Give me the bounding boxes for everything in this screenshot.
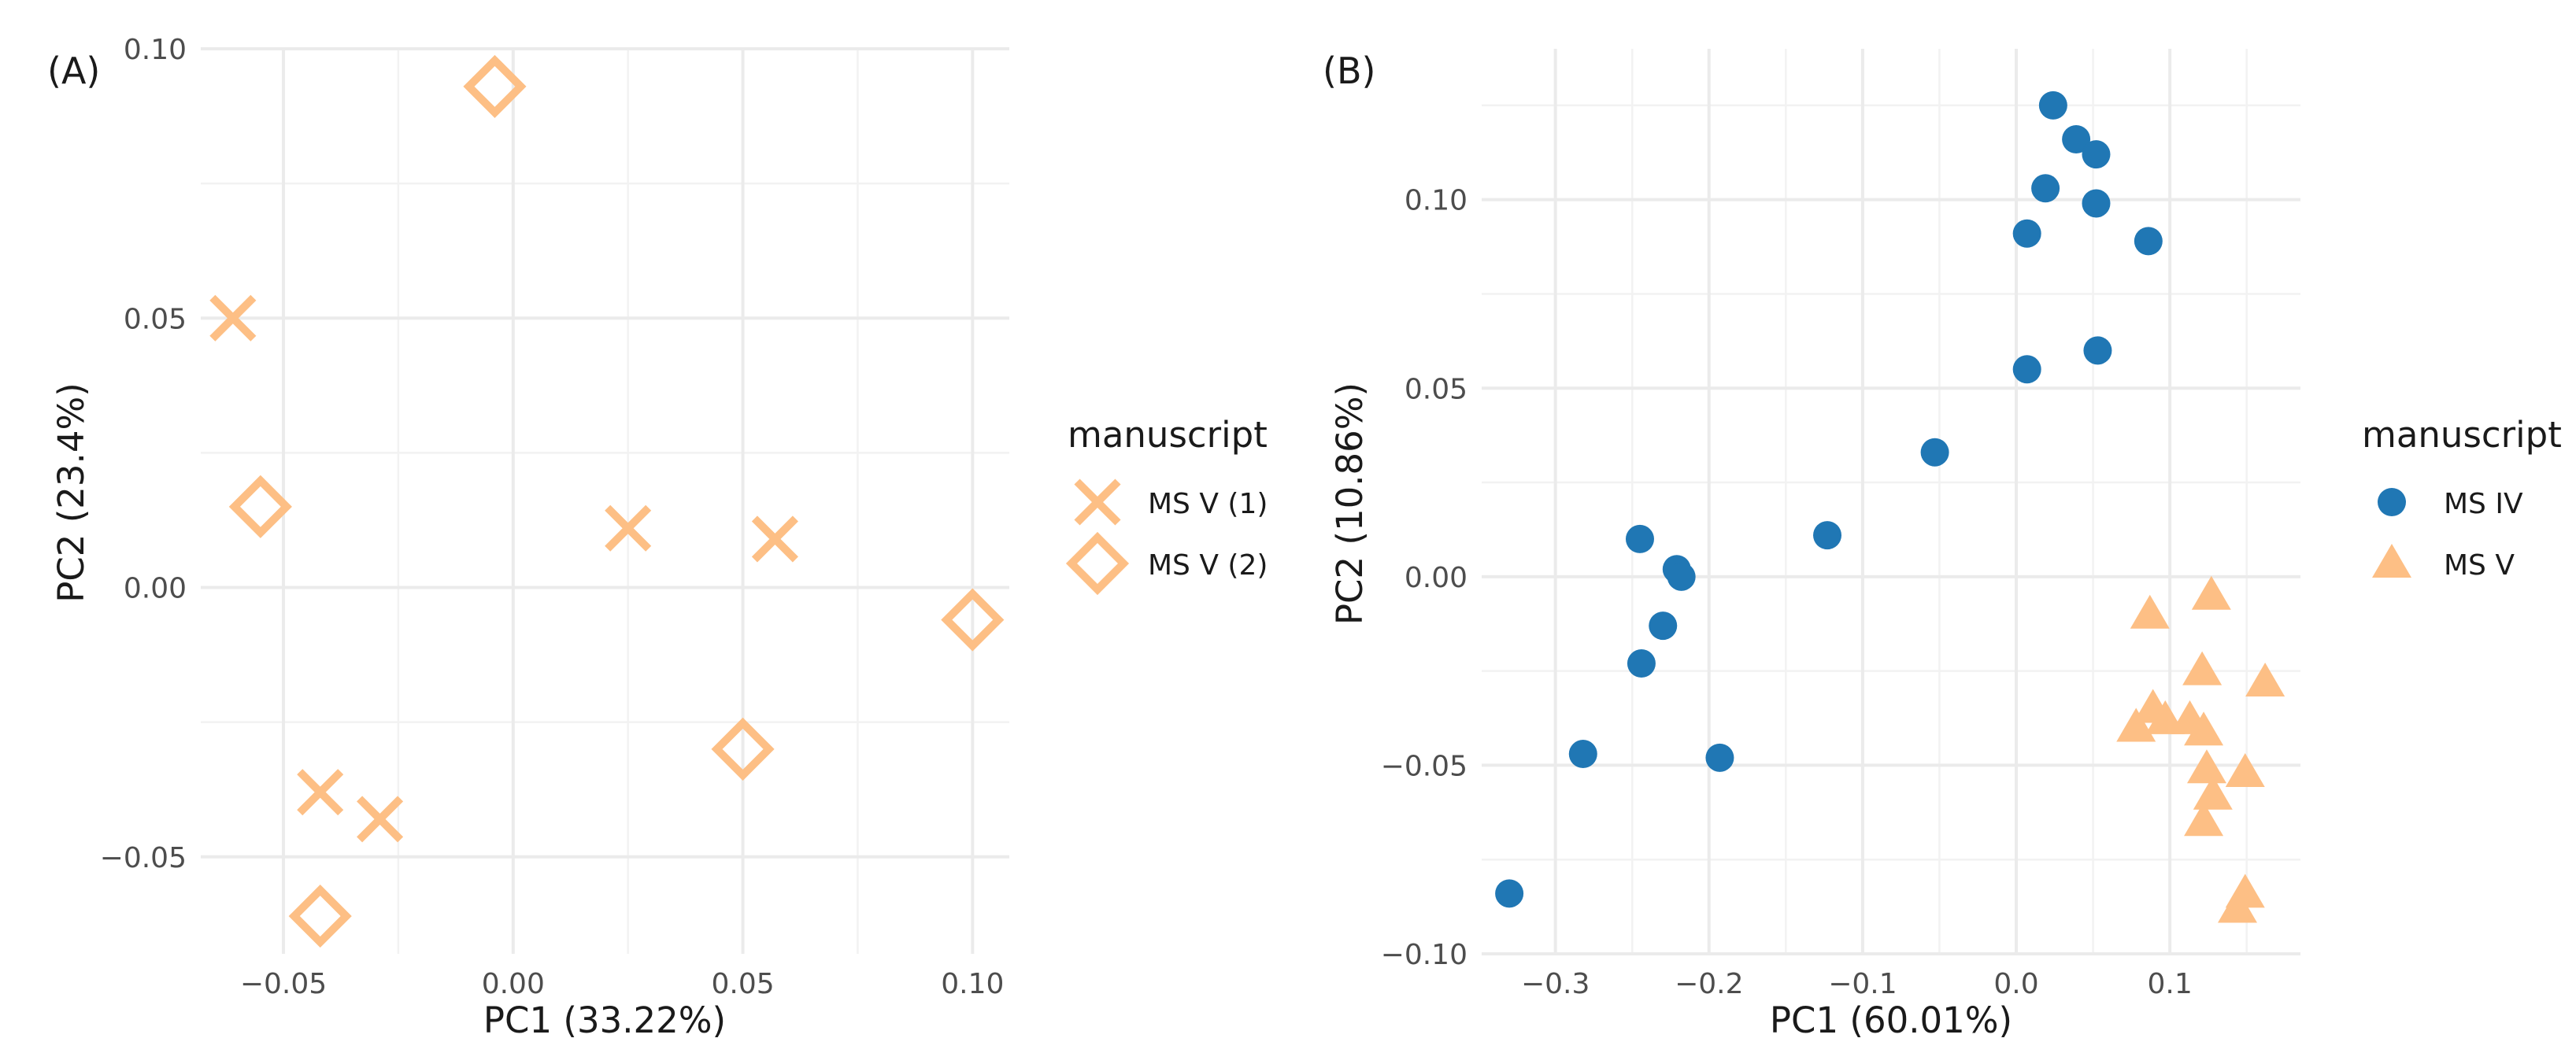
panel-a-y-ticks: −0.05 0.00 0.05 0.10 [100, 34, 187, 874]
data-point-triangle [2116, 707, 2156, 742]
data-point-triangle [2130, 594, 2170, 629]
legend-key-cross [1074, 478, 1121, 526]
panel-a-x-axis-title: PC1 (33.22%) [483, 999, 726, 1041]
panel-b-y-axis-title: PC2 (10.86%) [1329, 382, 1371, 625]
x-tick-label: 0.00 [482, 968, 545, 1000]
panel-a-label: (A) [47, 50, 100, 92]
x-tick-label: 0.10 [941, 968, 1004, 1000]
data-point-triangle [2218, 889, 2257, 923]
panel-b-legend-title: manuscript [2362, 414, 2562, 456]
y-tick-label: 0.00 [124, 573, 187, 605]
panel-a-y-axis-title: PC2 (23.4%) [50, 382, 92, 603]
data-point-circle [1627, 649, 1656, 678]
panel-a-legend: manuscript MS V (1) MS V (2) [1065, 414, 1268, 596]
data-point-triangle [2182, 651, 2223, 685]
legend-key-triangle [2372, 544, 2411, 578]
data-point-circle [1495, 879, 1524, 908]
panel-a: (A) −0.05 0.00 0.05 0.10 −0.050.000.050.10 … [47, 34, 1268, 1041]
x-tick-label: −0.3 [1521, 968, 1590, 1000]
panel-b-y-ticks: −0.10 −0.05 0.00 0.05 0.10 [1381, 185, 1468, 971]
x-tick-label: 0.0 [1993, 968, 2038, 1000]
panel-b-legend-label-2: MS V [2444, 549, 2515, 582]
data-point-triangle [2193, 775, 2233, 810]
panel-a-legend-label-2: MS V (2) [1148, 549, 1268, 582]
data-point-circle [2012, 355, 2041, 384]
panel-a-legend-title: manuscript [1068, 414, 1268, 456]
x-tick-label: 0.05 [711, 968, 774, 1000]
data-point-circle [1813, 521, 1842, 550]
x-tick-label: 0.1 [2148, 968, 2193, 1000]
panel-b-x-axis-title: PC1 (60.01%) [1770, 999, 2012, 1041]
x-tick-label: −0.1 [1828, 968, 1897, 1000]
data-point-diamond [228, 475, 292, 538]
panel-b-legend: manuscript MS IV MS V [2362, 414, 2562, 582]
data-point-circle [2031, 174, 2060, 203]
legend-key-circle [2378, 488, 2406, 516]
data-point-triangle [2184, 711, 2224, 746]
legend-key-diamond [1065, 531, 1130, 596]
data-point-triangle [2245, 663, 2285, 696]
panel-b-label: (B) [1323, 50, 1375, 92]
panel-a-x-ticks: −0.05 0.00 0.05 0.10 [240, 968, 1005, 1000]
legend-marker-triangle [2372, 544, 2411, 578]
data-point-circle [1705, 743, 1734, 772]
data-point-circle [1568, 740, 1597, 769]
data-point-triangle [2184, 802, 2224, 837]
data-point-cross [357, 796, 404, 843]
y-tick-label: 0.00 [1405, 562, 1468, 594]
data-point-circle [2062, 125, 2091, 153]
data-point-diamond [463, 54, 527, 118]
data-point-circle [1649, 611, 1678, 641]
data-point-cross [209, 294, 257, 342]
data-point-cross [605, 504, 652, 552]
y-tick-label: 0.05 [1405, 373, 1468, 405]
panel-b-legend-label-1: MS IV [2444, 488, 2523, 520]
panel-b-points [1495, 91, 2285, 923]
panel-a-grid [201, 47, 1009, 954]
y-tick-label: 0.10 [124, 34, 187, 66]
data-point-circle [1920, 438, 1949, 467]
data-point-diamond [941, 588, 1005, 652]
data-point-circle [2038, 91, 2067, 120]
data-point-triangle [2186, 749, 2226, 784]
data-point-triangle [2225, 753, 2265, 787]
legend-marker-cross [1074, 478, 1121, 526]
data-point-circle [2082, 189, 2111, 218]
legend-marker-diamond [1065, 531, 1130, 596]
y-tick-label: −0.05 [1381, 750, 1468, 782]
y-tick-label: −0.05 [100, 842, 187, 874]
panel-a-legend-label-1: MS V (1) [1148, 488, 1268, 520]
data-point-diamond [288, 885, 352, 948]
data-point-circle [1667, 562, 1696, 591]
data-point-circle [1625, 524, 1654, 553]
panel-a-points [209, 54, 1005, 948]
panel-b-x-ticks: −0.3 −0.2 −0.1 0.0 0.1 [1521, 968, 2193, 1000]
legend-marker-circle [2378, 488, 2406, 516]
x-tick-label: −0.05 [240, 968, 327, 1000]
y-tick-label: −0.10 [1381, 939, 1468, 971]
data-point-cross [751, 515, 798, 563]
x-tick-label: −0.2 [1675, 968, 1743, 1000]
data-point-circle [2082, 140, 2111, 169]
panel-b: (B) −0.3 −0.2 −0.1 0.0 0.1 −0.10 −0.05 0.00 0.0… [1323, 49, 2562, 1041]
data-point-circle [2012, 219, 2041, 248]
data-point-diamond [711, 717, 775, 781]
data-point-circle [2083, 336, 2112, 365]
y-tick-label: 0.10 [1405, 185, 1468, 217]
y-tick-label: 0.05 [124, 303, 187, 335]
panel-b-grid [1482, 49, 2300, 955]
data-point-circle [2134, 227, 2163, 256]
data-point-triangle [2191, 575, 2231, 610]
data-point-cross [297, 769, 344, 816]
